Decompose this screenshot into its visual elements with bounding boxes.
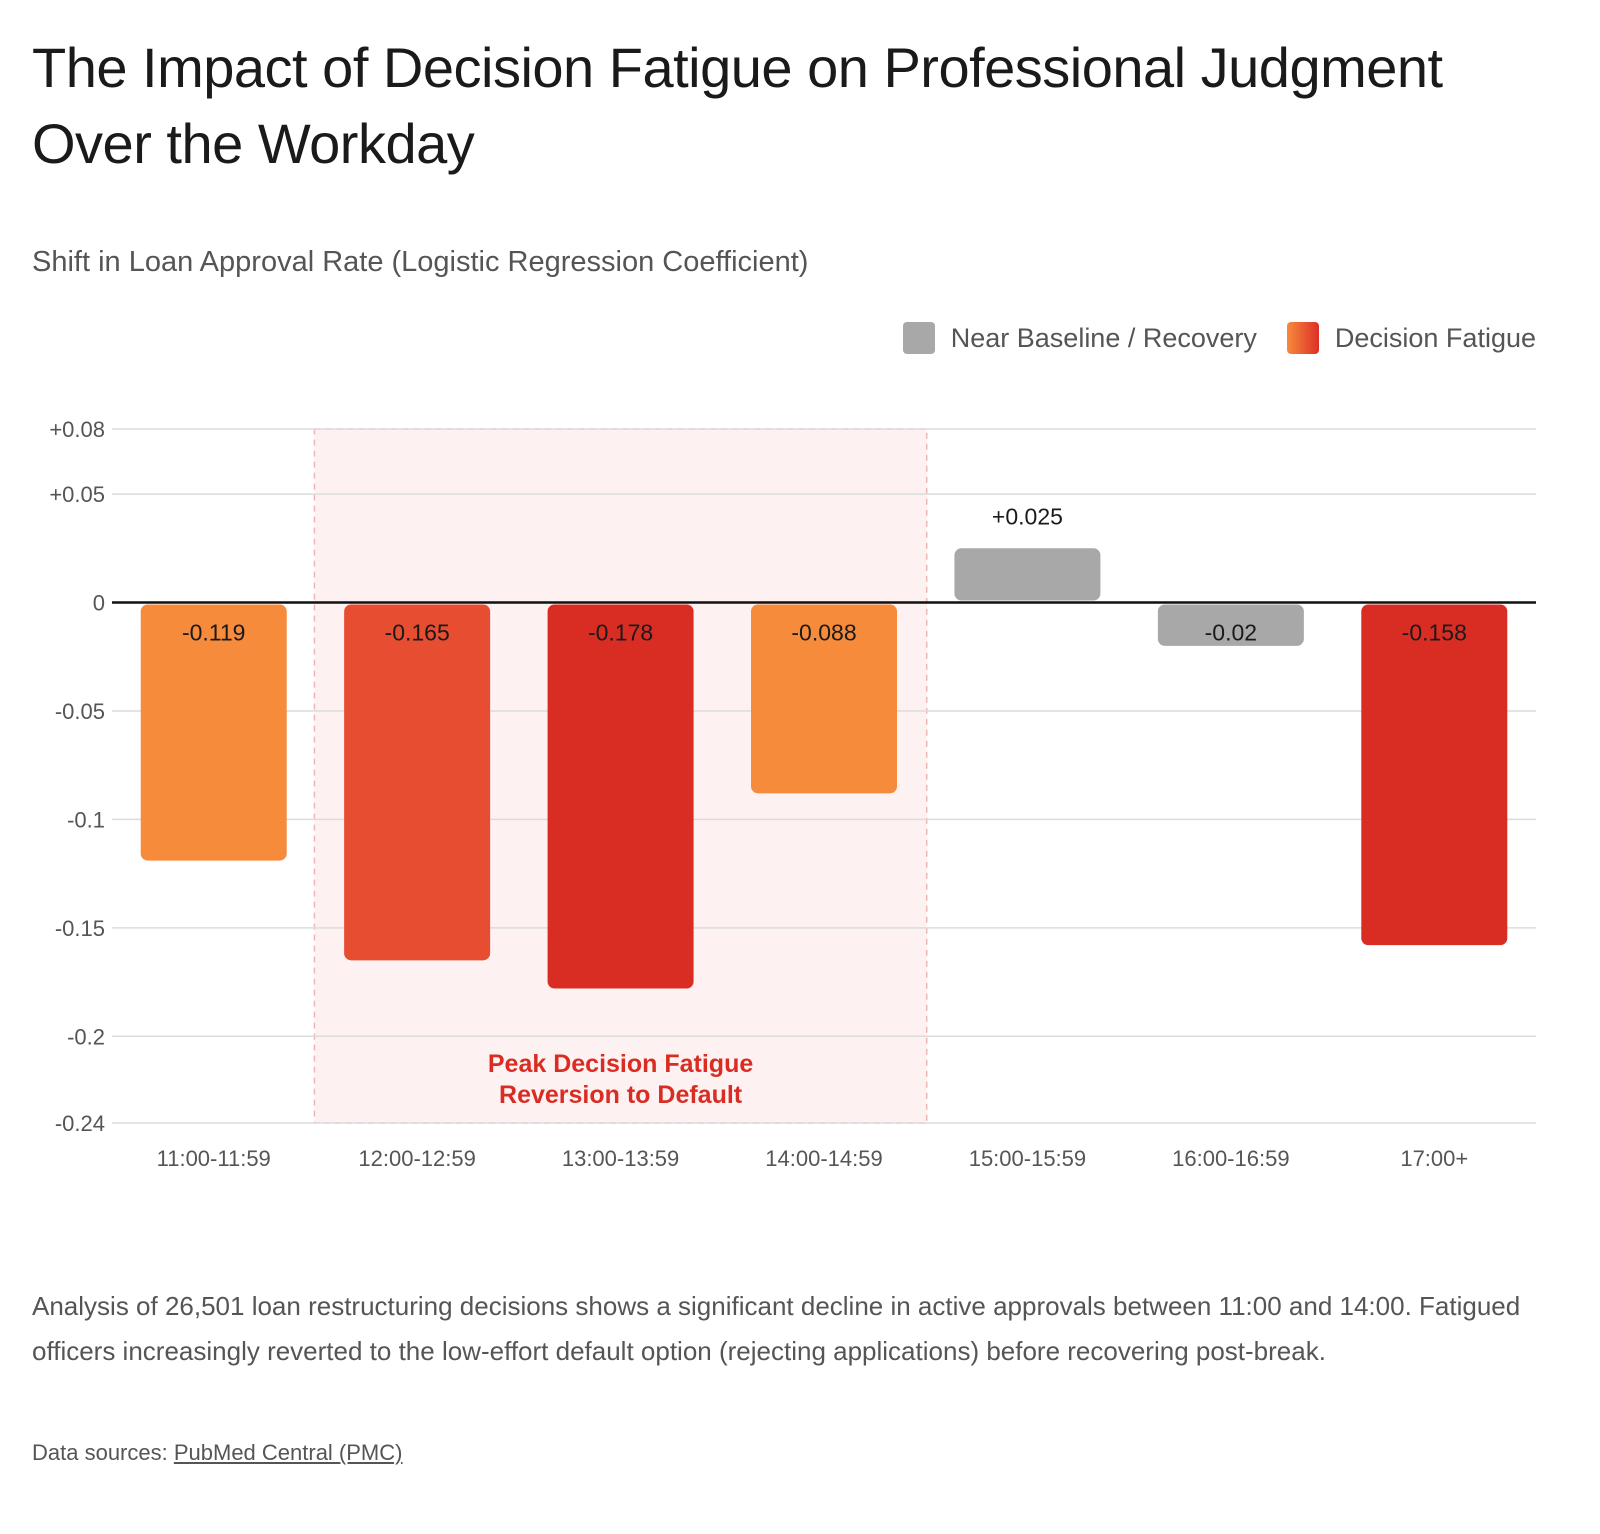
y-tick-label: +0.08 xyxy=(49,417,105,442)
highlight-label-line: Peak Decision Fatigue xyxy=(488,1050,753,1078)
y-tick-label: -0.05 xyxy=(55,699,105,724)
bar xyxy=(140,604,287,861)
labels-layer: -0.119 11:00-11:59 -0.165 12:00-12:59 -0.178… xyxy=(157,503,1469,1171)
legend-swatch-baseline xyxy=(902,322,935,354)
bar-chart: Peak Decision Fatigue Reversion to Defaul… xyxy=(49,417,1536,1171)
legend-label-fatigue: Decision Fatigue xyxy=(1334,322,1536,353)
grid-layer: +0.08 +0.05 0 -0.05 -0.1 -0.15 -0.2 -0.24 xyxy=(49,417,1536,1136)
x-tick-label: 11:00-11:59 xyxy=(157,1146,271,1171)
bar-value-label: -0.119 xyxy=(182,620,246,646)
bars-layer xyxy=(140,548,1508,989)
x-tick-label: 13:00-13:59 xyxy=(562,1146,679,1171)
bar-value-label: -0.178 xyxy=(588,620,653,646)
chart-title: The Impact of Decision Fatigue on Profes… xyxy=(32,36,1443,175)
x-tick-label: 12:00-12:59 xyxy=(358,1146,475,1171)
data-sources: Data sources: PubMed Central (PMC) xyxy=(32,1440,402,1466)
highlight-label-line: Reversion to Default xyxy=(499,1081,743,1109)
chart-subtitle: Shift in Loan Approval Rate (Logistic Re… xyxy=(32,246,809,278)
bar xyxy=(1157,604,1304,646)
legend-swatch-fatigue xyxy=(1286,322,1319,354)
y-tick-label: -0.1 xyxy=(67,807,105,832)
bar-value-label: -0.165 xyxy=(385,620,450,646)
bar xyxy=(547,604,694,989)
x-tick-label: 15:00-15:59 xyxy=(969,1146,1086,1171)
y-tick-label: -0.2 xyxy=(67,1024,105,1049)
bar xyxy=(344,604,491,961)
legend-item-baseline: Near Baseline / Recovery xyxy=(902,322,1257,354)
legend-label-baseline: Near Baseline / Recovery xyxy=(950,322,1257,353)
y-tick-label: 0 xyxy=(93,591,105,616)
bar-value-label: -0.088 xyxy=(791,620,856,646)
chart-caption: Analysis of 26,501 loan restructuring de… xyxy=(32,1291,1521,1366)
x-tick-label: 17:00+ xyxy=(1400,1146,1468,1171)
y-tick-label: -0.24 xyxy=(55,1111,105,1136)
sources-link[interactable]: PubMed Central (PMC) xyxy=(173,1440,403,1465)
legend: Near Baseline / Recovery Decision Fatigu… xyxy=(902,322,1536,354)
x-tick-label: 16:00-16:59 xyxy=(1172,1146,1289,1171)
y-tick-label: -0.15 xyxy=(55,916,105,941)
bar-value-label: +0.025 xyxy=(992,503,1063,529)
legend-item-fatigue: Decision Fatigue xyxy=(1286,322,1536,354)
bar-value-label: -0.158 xyxy=(1402,620,1467,646)
bar xyxy=(1361,604,1508,946)
bar-value-label: -0.02 xyxy=(1205,620,1257,646)
y-tick-label: +0.05 xyxy=(49,482,105,507)
sources-prefix: Data sources: xyxy=(32,1440,174,1465)
x-tick-label: 14:00-14:59 xyxy=(765,1146,882,1171)
bar xyxy=(954,548,1101,601)
bar xyxy=(751,604,897,794)
